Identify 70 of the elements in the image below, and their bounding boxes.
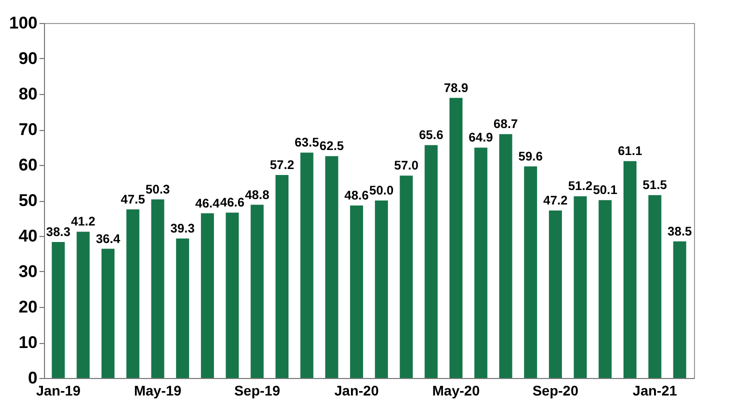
bar bbox=[151, 199, 164, 378]
bar bbox=[450, 98, 462, 378]
bar bbox=[226, 212, 239, 378]
data-label: 47.5 bbox=[120, 192, 146, 206]
data-label: 39.3 bbox=[170, 221, 195, 236]
bar bbox=[200, 213, 214, 378]
bar bbox=[250, 204, 264, 378]
y-tick-label: 80 bbox=[18, 84, 38, 104]
bar bbox=[474, 148, 488, 378]
y-tick-label: 100 bbox=[9, 14, 38, 32]
y-tick-label: 40 bbox=[18, 226, 38, 246]
x-tick-label: May-19 bbox=[134, 382, 182, 398]
x-tick-label: Jan-21 bbox=[632, 382, 678, 398]
data-label: 36.4 bbox=[96, 232, 120, 246]
bar bbox=[325, 156, 338, 378]
data-label: 46.4 bbox=[195, 196, 220, 210]
y-tick-label: 20 bbox=[18, 298, 38, 316]
data-label: 64.9 bbox=[468, 130, 494, 145]
data-label: 50.3 bbox=[146, 182, 170, 196]
y-tick-label: 0 bbox=[28, 368, 38, 388]
data-label: 78.9 bbox=[444, 80, 468, 95]
data-label: 57.2 bbox=[270, 158, 294, 172]
bar bbox=[524, 166, 538, 378]
data-label: 48.8 bbox=[244, 188, 270, 202]
bar bbox=[126, 209, 140, 378]
data-label: 63.5 bbox=[294, 136, 320, 150]
data-label: 57.0 bbox=[394, 158, 418, 173]
x-tick-label: Sep-19 bbox=[234, 382, 280, 398]
x-tick-label: Jan-20 bbox=[334, 382, 379, 398]
data-label: 41.2 bbox=[70, 214, 96, 229]
bar bbox=[300, 152, 314, 378]
bar bbox=[52, 242, 65, 378]
bar bbox=[374, 200, 388, 378]
data-label: 65.6 bbox=[418, 128, 444, 142]
bar bbox=[598, 200, 612, 378]
data-label: 48.6 bbox=[344, 188, 369, 202]
y-tick-label: 30 bbox=[18, 262, 38, 281]
bar bbox=[574, 196, 587, 378]
data-label: 59.6 bbox=[518, 149, 543, 164]
bar bbox=[623, 161, 636, 378]
data-label: 47.2 bbox=[543, 193, 568, 208]
data-label: 68.7 bbox=[494, 117, 518, 132]
y-tick-label: 10 bbox=[18, 333, 38, 352]
bar bbox=[400, 176, 413, 378]
data-label: 46.6 bbox=[220, 196, 244, 210]
bar bbox=[176, 238, 190, 378]
y-tick-label: 50 bbox=[18, 191, 38, 210]
y-tick-label: 90 bbox=[18, 49, 38, 68]
data-label: 38.3 bbox=[46, 225, 70, 240]
data-label: 62.5 bbox=[320, 139, 344, 154]
bar bbox=[673, 241, 686, 378]
y-tick-label: 60 bbox=[18, 156, 38, 174]
bar bbox=[276, 174, 288, 378]
bar bbox=[499, 134, 512, 378]
bar bbox=[648, 195, 662, 378]
data-label: 50.0 bbox=[369, 184, 394, 198]
x-tick-label: May-20 bbox=[432, 382, 480, 398]
data-label: 51.5 bbox=[642, 178, 668, 192]
bar bbox=[424, 145, 438, 378]
bar bbox=[76, 232, 90, 378]
data-label: 61.1 bbox=[618, 144, 642, 158]
x-tick-label: Sep-20 bbox=[532, 382, 579, 398]
data-label: 50.1 bbox=[592, 183, 618, 198]
bar bbox=[102, 248, 115, 378]
data-label: 38.5 bbox=[668, 224, 692, 238]
bar bbox=[548, 210, 562, 378]
y-tick-label: 70 bbox=[18, 120, 38, 139]
data-label: 51.2 bbox=[568, 179, 592, 194]
x-tick-label: Jan-19 bbox=[36, 382, 81, 398]
bar bbox=[350, 205, 364, 378]
